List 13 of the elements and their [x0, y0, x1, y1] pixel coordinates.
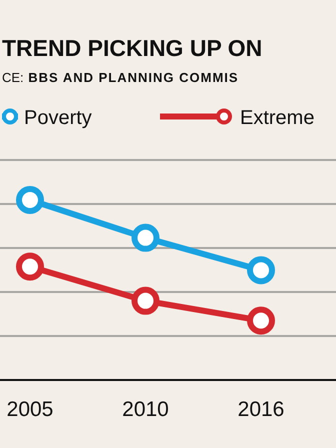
- point: [247, 306, 275, 335]
- x-tick-label: 2005: [6, 398, 54, 421]
- point: [247, 256, 275, 284]
- x-tick-label: 2016: [238, 398, 284, 421]
- legend-label: Poverty: [24, 107, 92, 129]
- x-tick-label: 2010: [122, 398, 169, 421]
- point: [132, 286, 160, 315]
- point: [16, 186, 44, 214]
- point: [132, 224, 160, 252]
- legend-label: Extreme: [240, 107, 314, 129]
- chart-subtitle: CE: BBS AND PLANNING COMMIS: [2, 70, 239, 85]
- point: [16, 252, 44, 281]
- chart-title: TREND PICKING UP ON: [2, 35, 262, 61]
